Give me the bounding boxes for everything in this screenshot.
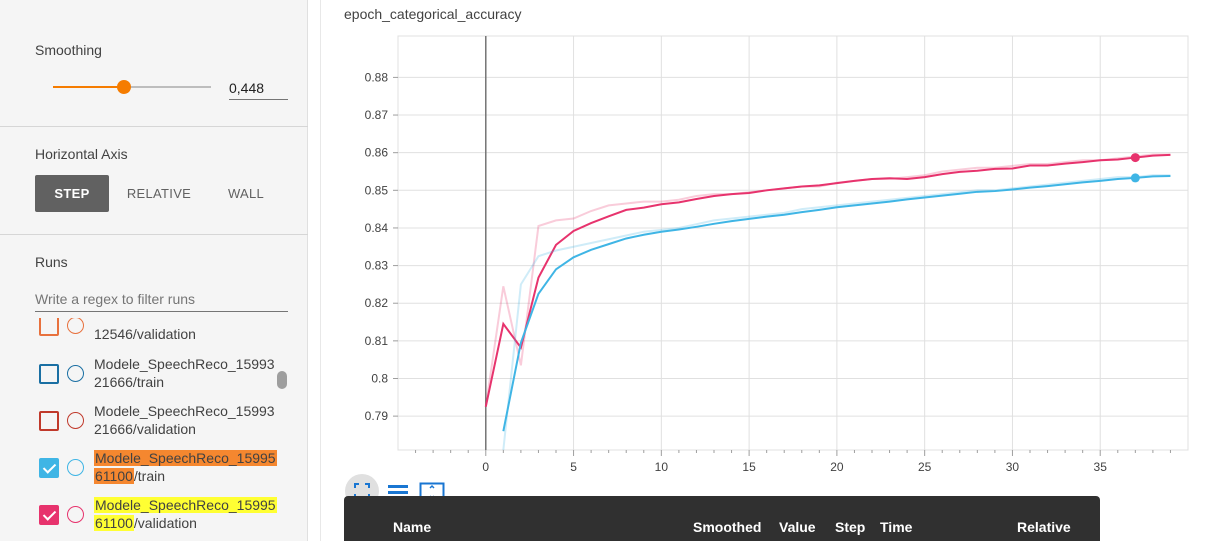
- run-checkbox[interactable]: [39, 364, 59, 384]
- smoothing-slider-fill: [53, 86, 124, 88]
- x-tick-label: 0: [482, 460, 489, 474]
- col-name: Name: [393, 519, 432, 535]
- axis-relative-button[interactable]: RELATIVE: [126, 186, 192, 201]
- run-color-circle-icon[interactable]: [67, 412, 84, 429]
- run-item[interactable]: Modele_SpeechReco_15993 21666/train: [0, 354, 300, 401]
- y-tick-label: 0.85: [365, 183, 389, 197]
- smoothing-section: Smoothing: [0, 0, 308, 127]
- run-label: Modele_SpeechReco_15993 21666/train: [94, 356, 275, 390]
- y-tick-label: 0.81: [365, 334, 389, 348]
- run-checkbox[interactable]: [39, 505, 59, 525]
- chart-card: [320, 0, 1217, 541]
- run-item[interactable]: Modele_SpeechReco_15995 61100/validation: [0, 495, 300, 541]
- smoothing-value-input[interactable]: [229, 76, 288, 100]
- run-label: Modele_SpeechReco_15995 61100/train: [94, 450, 277, 484]
- y-tick-label: 0.84: [365, 221, 389, 235]
- series-smoothed-line: [484, 153, 1171, 407]
- run-label: 12546/validation: [94, 326, 196, 342]
- axis-wall-button[interactable]: WALL: [227, 186, 265, 201]
- y-tick-label: 0.87: [365, 108, 389, 122]
- run-checkbox[interactable]: [39, 318, 59, 336]
- run-color-circle-icon[interactable]: [67, 506, 84, 523]
- y-tick-label: 0.86: [365, 146, 389, 160]
- col-step: Step: [835, 519, 866, 535]
- run-item[interactable]: 12546/validation: [0, 318, 300, 353]
- run-item[interactable]: Modele_SpeechReco_15993 21666/validation: [0, 401, 300, 448]
- x-axis-ticks: 0 5 10 15 20 25 30 35: [482, 460, 1107, 474]
- sidebar: Smoothing Horizontal Axis STEP RELATIVE …: [0, 0, 308, 541]
- smoothing-title: Smoothing: [35, 42, 102, 58]
- chart-grid: [393, 35, 1189, 456]
- y-tick-label: 0.79: [365, 409, 389, 423]
- series-smoothed-line: [502, 175, 1171, 432]
- chart-title: epoch_categorical_accuracy: [344, 6, 522, 22]
- fit-to-data-icon: [354, 483, 370, 499]
- runs-scrollbar[interactable]: [277, 371, 287, 389]
- series-raw-line: [502, 174, 1171, 451]
- run-label: Modele_SpeechReco_15995 61100/validation: [94, 497, 277, 531]
- y-axis-ticks: 0.79 0.8 0.81 0.82 0.83 0.84 0.85 0.86 0.87 0.88: [365, 70, 389, 423]
- y-tick-label: 0.8: [371, 371, 388, 385]
- y-tick-label: 0.88: [365, 70, 389, 84]
- run-item[interactable]: Modele_SpeechReco_15995 61100/train: [0, 448, 300, 495]
- series-raw-line: [484, 153, 1171, 407]
- axis-step-button[interactable]: STEP: [35, 175, 109, 212]
- horizontal-axis-section: Horizontal Axis: [0, 127, 308, 235]
- x-tick-label: 35: [1094, 460, 1108, 474]
- smoothing-slider[interactable]: [53, 80, 211, 94]
- chart-series: [484, 153, 1171, 451]
- col-time: Time: [880, 519, 913, 535]
- run-checkbox[interactable]: [39, 411, 59, 431]
- col-value: Value: [779, 519, 816, 535]
- runs-title: Runs: [35, 254, 68, 270]
- x-tick-label: 20: [830, 460, 844, 474]
- horizontal-axis-title: Horizontal Axis: [35, 146, 128, 162]
- plot-frame: [397, 35, 1189, 451]
- y-tick-label: 0.83: [365, 259, 389, 273]
- run-checkbox[interactable]: [39, 458, 59, 478]
- runs-filter-input[interactable]: [35, 286, 288, 312]
- x-tick-label: 5: [570, 460, 577, 474]
- run-color-circle-icon[interactable]: [67, 459, 84, 476]
- x-tick-label: 30: [1006, 460, 1020, 474]
- smoothing-slider-thumb[interactable]: [116, 80, 131, 94]
- series-hover-marker: [1130, 153, 1140, 163]
- runs-list: 12546/validation Modele_SpeechReco_15993…: [0, 318, 300, 541]
- x-tick-label: 10: [655, 460, 669, 474]
- run-color-circle-icon[interactable]: [67, 365, 84, 382]
- col-smoothed: Smoothed: [693, 519, 762, 535]
- col-relative: Relative: [1017, 519, 1071, 535]
- series-hover-marker: [1130, 173, 1140, 183]
- y-tick-label: 0.82: [365, 296, 389, 310]
- run-label: Modele_SpeechReco_15993 21666/validation: [94, 403, 275, 437]
- x-tick-label: 25: [918, 460, 932, 474]
- run-color-circle-icon[interactable]: [67, 318, 84, 334]
- tooltip-table-header: Name Smoothed Value Step Time Relative: [344, 496, 1100, 541]
- x-tick-label: 15: [742, 460, 756, 474]
